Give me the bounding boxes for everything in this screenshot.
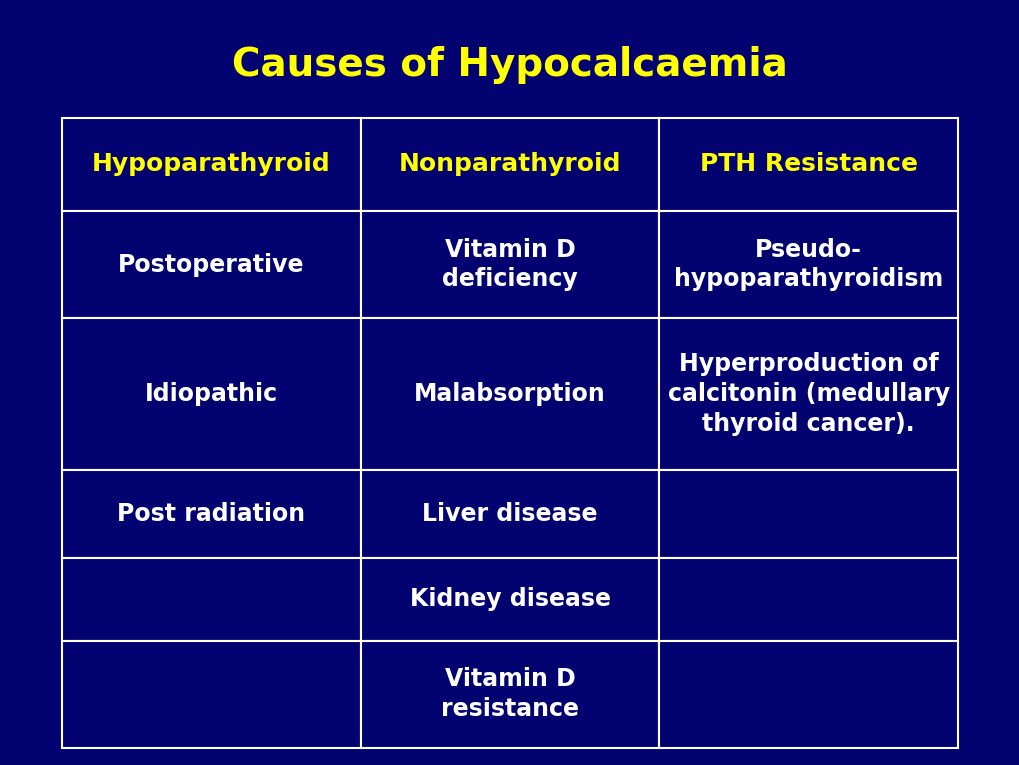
Text: Hyperproduction of
calcitonin (medullary
thyroid cancer).: Hyperproduction of calcitonin (medullary… [667, 352, 949, 435]
Text: Idiopathic: Idiopathic [145, 382, 277, 406]
Bar [62, 318, 361, 470]
Bar [658, 558, 957, 640]
Bar [658, 470, 957, 558]
Text: Vitamin D
deficiency: Vitamin D deficiency [441, 238, 578, 291]
Text: PTH Resistance: PTH Resistance [699, 152, 917, 177]
Text: Nonparathyroid: Nonparathyroid [398, 152, 621, 177]
Bar [62, 470, 361, 558]
Bar [658, 640, 957, 748]
Text: Malabsorption: Malabsorption [414, 382, 605, 406]
Text: Pseudo-
hypoparathyroidism: Pseudo- hypoparathyroidism [674, 238, 943, 291]
Bar [62, 211, 361, 318]
Text: Vitamin D
resistance: Vitamin D resistance [440, 667, 579, 721]
Bar [361, 118, 658, 211]
Bar [361, 470, 658, 558]
Text: Causes of Hypocalcaemia: Causes of Hypocalcaemia [232, 46, 787, 84]
Text: Kidney disease: Kidney disease [409, 587, 610, 611]
Text: Hypoparathyroid: Hypoparathyroid [92, 152, 330, 177]
Bar [361, 211, 658, 318]
Text: Liver disease: Liver disease [422, 502, 597, 526]
Bar [62, 118, 361, 211]
Bar [62, 640, 361, 748]
Bar [361, 318, 658, 470]
Text: Post radiation: Post radiation [117, 502, 305, 526]
Bar [658, 318, 957, 470]
Text: Postoperative: Postoperative [118, 252, 305, 276]
Bar [62, 558, 361, 640]
Bar [658, 211, 957, 318]
Bar [658, 118, 957, 211]
Bar [361, 558, 658, 640]
Bar [361, 640, 658, 748]
